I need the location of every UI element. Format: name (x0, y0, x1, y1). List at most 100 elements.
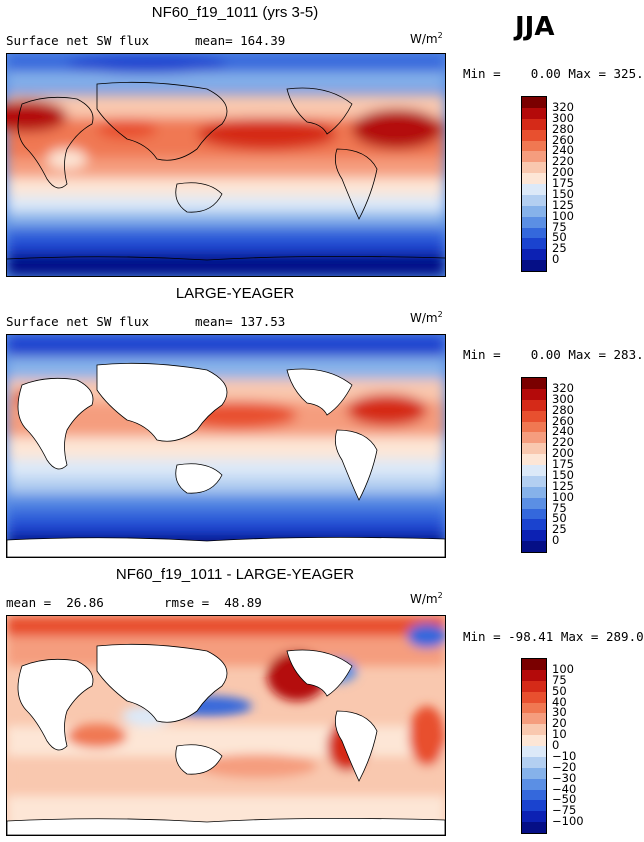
colorbar-tick-label: 100 (552, 661, 574, 676)
colorbar-swatch (522, 194, 546, 206)
panel-3-colorbar (521, 658, 547, 834)
colorbar-tick-label: 200 (552, 165, 574, 180)
colorbar-swatch (522, 216, 546, 228)
panel-1-title: NF60_f19_1011 (yrs 3-5) (151, 4, 319, 21)
colorbar-tick-label: −50 (552, 792, 577, 807)
colorbar-tick-label: 50 (552, 230, 567, 245)
colorbar-tick-label: 10 (552, 727, 567, 742)
colorbar-swatch (522, 162, 546, 174)
colorbar-tick-label: 150 (552, 467, 574, 482)
colorbar-tick-label: 100 (552, 489, 574, 504)
colorbar-tick-label: 0 (552, 252, 560, 267)
colorbar-tick-label: 75 (552, 219, 567, 234)
panel-3-units: W/m2 (410, 591, 443, 606)
panel-1-map (6, 53, 446, 277)
colorbar-tick-label: 220 (552, 154, 574, 169)
colorbar-swatch (522, 702, 546, 714)
colorbar-swatch (522, 465, 546, 476)
colorbar-swatch (522, 767, 546, 779)
panel-3-rmse-label: rmse = 48.89 (164, 595, 262, 610)
colorbar-tick-label: 260 (552, 413, 574, 428)
colorbar-tick-label: 75 (552, 672, 567, 687)
colorbar-swatch (522, 388, 546, 400)
colorbar-swatch (522, 680, 546, 692)
colorbar-swatch (522, 454, 546, 465)
panel-2-minmax: Min = 0.00 Max = 283.79 (463, 347, 644, 362)
colorbar-tick-label: 260 (552, 132, 574, 147)
colorbar-swatch (522, 822, 546, 833)
colorbar-tick-label: 320 (552, 99, 574, 114)
panel-1-units: W/m2 (410, 31, 443, 46)
colorbar-swatch (522, 260, 546, 271)
colorbar-tick-label: 175 (552, 176, 574, 190)
colorbar-swatch (522, 97, 546, 108)
panel-3-minmax: Min = -98.41 Max = 289.03 (463, 629, 644, 644)
panel-2-units: W/m2 (410, 310, 443, 325)
colorbar-swatch (522, 756, 546, 768)
colorbar-tick-label: 320 (552, 380, 574, 395)
colorbar-swatch (522, 811, 546, 823)
panel-1-colorbar-ticks: 320 300 280 260 240 220 200 175 150 125 100 75 50 25 0 (552, 96, 592, 270)
colorbar-tick-label: −20 (552, 759, 577, 774)
panel-1-colorbar (521, 96, 547, 272)
colorbar-tick-label: −30 (552, 770, 577, 785)
panel-3-mean-label: mean = 26.86 (6, 595, 104, 610)
colorbar-tick-label: 125 (552, 197, 574, 212)
colorbar-swatch (522, 443, 546, 455)
colorbar-tick-label: 200 (552, 446, 574, 461)
colorbar-swatch (522, 713, 546, 725)
colorbar-swatch (522, 118, 546, 130)
colorbar-tick-label: 25 (552, 522, 567, 537)
colorbar-tick-label: 50 (552, 683, 567, 698)
colorbar-tick-label: 280 (552, 121, 574, 136)
colorbar-swatch (522, 432, 546, 444)
colorbar-swatch (522, 399, 546, 411)
colorbar-tick-label: 0 (552, 738, 560, 752)
colorbar-tick-label: 30 (552, 705, 567, 720)
colorbar-tick-label: 300 (552, 110, 574, 125)
panel-2-colorbar (521, 377, 547, 553)
colorbar-tick-label: 280 (552, 402, 574, 417)
colorbar-tick-label: 25 (552, 241, 567, 256)
colorbar-swatch (522, 227, 546, 239)
colorbar-swatch (522, 508, 546, 520)
colorbar-tick-label: 75 (552, 500, 567, 515)
colorbar-tick-label: 0 (552, 533, 560, 548)
colorbar-swatch (522, 497, 546, 509)
colorbar-tick-label: 240 (552, 143, 574, 158)
colorbar-swatch (522, 519, 546, 531)
colorbar-swatch (522, 541, 546, 552)
colorbar-swatch (522, 669, 546, 681)
colorbar-tick-label: 50 (552, 511, 567, 526)
colorbar-swatch (522, 778, 546, 790)
colorbar-tick-label: 100 (552, 208, 574, 223)
panel-3-title: NF60_f19_1011 - LARGE-YEAGER (115, 566, 355, 583)
colorbar-swatch (522, 421, 546, 433)
season-label: JJA (515, 12, 555, 42)
colorbar-tick-label: 125 (552, 478, 574, 493)
panel-1-mean-label: mean= 164.39 (195, 33, 286, 48)
colorbar-swatch (522, 530, 546, 542)
colorbar-swatch (522, 800, 546, 812)
colorbar-swatch (522, 107, 546, 119)
colorbar-swatch (522, 410, 546, 422)
colorbar-swatch (522, 789, 546, 801)
colorbar-swatch (522, 238, 546, 250)
panel-3-colorbar-ticks: 100 75 50 40 30 20 10 0 −10 −20 −30 −40 −50 −75 −100 (552, 658, 592, 832)
panel-1-field-label: Surface net SW flux (6, 33, 149, 48)
panel-2-map (6, 334, 446, 558)
colorbar-swatch (522, 249, 546, 261)
colorbar-swatch (522, 378, 546, 389)
panel-2-mean-label: mean= 137.53 (195, 314, 286, 329)
panel-2-colorbar-ticks: 320 300 280 260 240 220 200 175 150 125 100 75 50 25 0 (552, 377, 592, 551)
colorbar-swatch (522, 659, 546, 670)
colorbar-swatch (522, 475, 546, 487)
colorbar-swatch (522, 724, 546, 736)
colorbar-swatch (522, 746, 546, 757)
panel-1-field (7, 54, 445, 276)
colorbar-tick-label: 150 (552, 186, 574, 201)
panel-3-map (6, 615, 446, 836)
colorbar-tick-label: −75 (552, 803, 577, 818)
colorbar-tick-label: −40 (552, 781, 577, 796)
colorbar-tick-label: 20 (552, 716, 567, 731)
